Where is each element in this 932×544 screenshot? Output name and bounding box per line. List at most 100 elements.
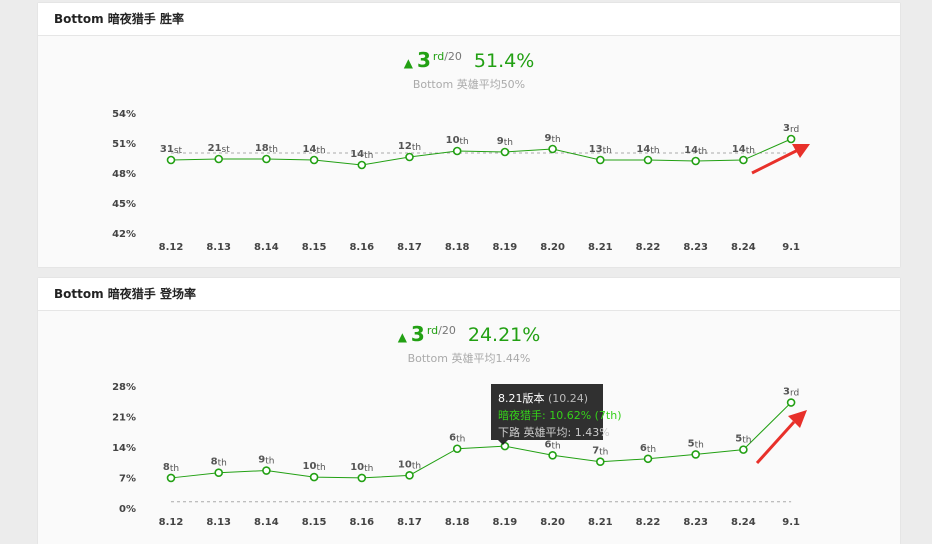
- data-point[interactable]: [357, 473, 367, 483]
- rank-label: 14th: [684, 145, 707, 157]
- red-arrow-icon: [755, 410, 807, 465]
- y-tick-label: 7%: [119, 474, 136, 485]
- data-point[interactable]: [643, 155, 653, 165]
- x-tick-label: 8.13: [206, 242, 231, 253]
- y-tick-label: 0%: [119, 504, 136, 515]
- x-tick-label: 8.12: [159, 242, 184, 253]
- x-tick-label: 8.23: [683, 517, 708, 528]
- data-point[interactable]: [691, 450, 701, 459]
- data-point[interactable]: [452, 146, 462, 156]
- rank-summary: ▲ 3 rd/20 24.21%: [38, 322, 900, 346]
- rank-label: 31st: [160, 144, 183, 156]
- x-tick-label: 8.18: [445, 242, 470, 253]
- x-tick-label: 8.18: [445, 517, 470, 528]
- rank-label: 8th: [163, 462, 179, 474]
- y-tick-label: 42%: [112, 229, 136, 240]
- data-point[interactable]: [214, 468, 223, 478]
- tooltip-title-date: (10.24): [548, 392, 589, 405]
- chart-tooltip: 8.21版本 (10.24) 暗夜猎手: 10.62% (7th) 下路 英雄平…: [491, 384, 622, 440]
- data-point[interactable]: [357, 160, 367, 170]
- x-tick-label: 8.16: [349, 242, 374, 253]
- series-line: [170, 138, 792, 166]
- rank-suffix: rd: [432, 50, 445, 63]
- y-tick-label: 21%: [112, 413, 136, 424]
- data-point[interactable]: [309, 155, 319, 165]
- average-text: Bottom 英雄平均50%: [412, 78, 526, 91]
- data-point[interactable]: [309, 472, 319, 482]
- tooltip-avg-line: 下路 英雄平均: 1.43%: [498, 426, 610, 439]
- rank-summary: ▲ 3 rd/20 51.4%: [38, 48, 900, 72]
- data-point[interactable]: [786, 398, 796, 407]
- x-tick-label: 8.16: [349, 517, 374, 528]
- y-tick-label: 54%: [112, 109, 136, 120]
- data-point[interactable]: [262, 154, 271, 164]
- x-tick-label: 8.21: [588, 242, 613, 253]
- data-point[interactable]: [739, 155, 748, 165]
- x-tick-label: 8.22: [636, 517, 661, 528]
- data-point[interactable]: [166, 473, 176, 483]
- y-tick-label: 28%: [112, 382, 136, 393]
- rank-value: 3: [416, 48, 431, 72]
- rank-label: 7th: [592, 446, 608, 458]
- x-tick-label: 8.13: [206, 517, 231, 528]
- rank-label: 21st: [208, 143, 231, 155]
- rank-suffix: rd: [426, 324, 439, 337]
- tooltip-caret: [498, 440, 508, 445]
- x-tick-label: 8.19: [493, 242, 518, 253]
- rank-label: 9th: [544, 133, 560, 145]
- rank-label: 14th: [303, 144, 326, 156]
- rank-label: 18th: [255, 143, 278, 155]
- rank-label: 5th: [688, 438, 704, 450]
- data-point[interactable]: [548, 450, 557, 460]
- tooltip-title: 8.21版本: [498, 392, 545, 405]
- data-point[interactable]: [262, 466, 271, 475]
- data-point[interactable]: [595, 457, 605, 467]
- rank-label: 9th: [258, 455, 274, 467]
- data-point[interactable]: [739, 445, 748, 454]
- data-point[interactable]: [214, 154, 223, 164]
- x-tick-label: 8.22: [636, 242, 661, 253]
- data-point[interactable]: [452, 444, 462, 454]
- win-rate-chart: 54% 51% 48% 45% 42% 8.12 8.13 8.14 8.15 8.16 8.17 8…: [112, 109, 800, 253]
- rank-label: 14th: [636, 144, 659, 156]
- rank-label: 10th: [350, 462, 373, 474]
- panel-title: Bottom 暗夜猎手 登场率: [38, 278, 900, 311]
- x-tick-label: 8.14: [254, 242, 279, 253]
- x-tick-label: 8.17: [397, 242, 422, 253]
- data-point[interactable]: [643, 454, 653, 464]
- rank-label: 13th: [589, 144, 612, 156]
- y-tick-label: 48%: [112, 169, 136, 180]
- pick-rate-value: 24.21%: [467, 324, 541, 346]
- average-text: Bottom 英雄平均1.44%: [407, 352, 531, 365]
- data-point[interactable]: [786, 134, 796, 144]
- data-point[interactable]: [405, 152, 414, 162]
- win-rate-panel: Bottom 暗夜猎手 胜率 ▲ 3 rd/20 51.4% Bottom 英雄平均5…: [38, 3, 900, 267]
- rank-total: /20: [444, 50, 462, 63]
- x-tick-label: 9.1: [782, 242, 800, 253]
- red-arrow-icon: [751, 144, 810, 175]
- x-tick-label: 9.1: [782, 517, 800, 528]
- rank-label: 14th: [732, 144, 755, 156]
- data-point[interactable]: [691, 156, 701, 166]
- x-tick-label: 8.17: [397, 517, 422, 528]
- y-tick-label: 14%: [112, 443, 136, 454]
- data-point[interactable]: [405, 471, 414, 480]
- y-tick-label: 51%: [112, 139, 136, 150]
- rank-label: 10th: [398, 459, 421, 471]
- panel-title: Bottom 暗夜猎手 胜率: [38, 3, 900, 36]
- data-point[interactable]: [548, 144, 557, 154]
- series-line: [170, 402, 792, 479]
- data-point[interactable]: [595, 155, 605, 165]
- x-tick-label: 8.20: [540, 517, 565, 528]
- data-point[interactable]: [500, 147, 510, 157]
- pick-rate-chart: 28% 21% 14% 7% 0% 8.12 8.13 8.14 8.15 8.16 8.17 8.1…: [112, 382, 800, 528]
- x-tick-label: 8.23: [683, 242, 708, 253]
- data-point[interactable]: [166, 155, 176, 165]
- x-tick-label: 8.15: [302, 517, 327, 528]
- x-tick-label: 8.24: [731, 517, 756, 528]
- rank-value: 3: [410, 322, 425, 346]
- triangle-up-icon: ▲: [397, 330, 407, 344]
- x-tick-label: 8.24: [731, 242, 756, 253]
- x-tick-label: 8.15: [302, 242, 327, 253]
- x-tick-label: 8.20: [540, 242, 565, 253]
